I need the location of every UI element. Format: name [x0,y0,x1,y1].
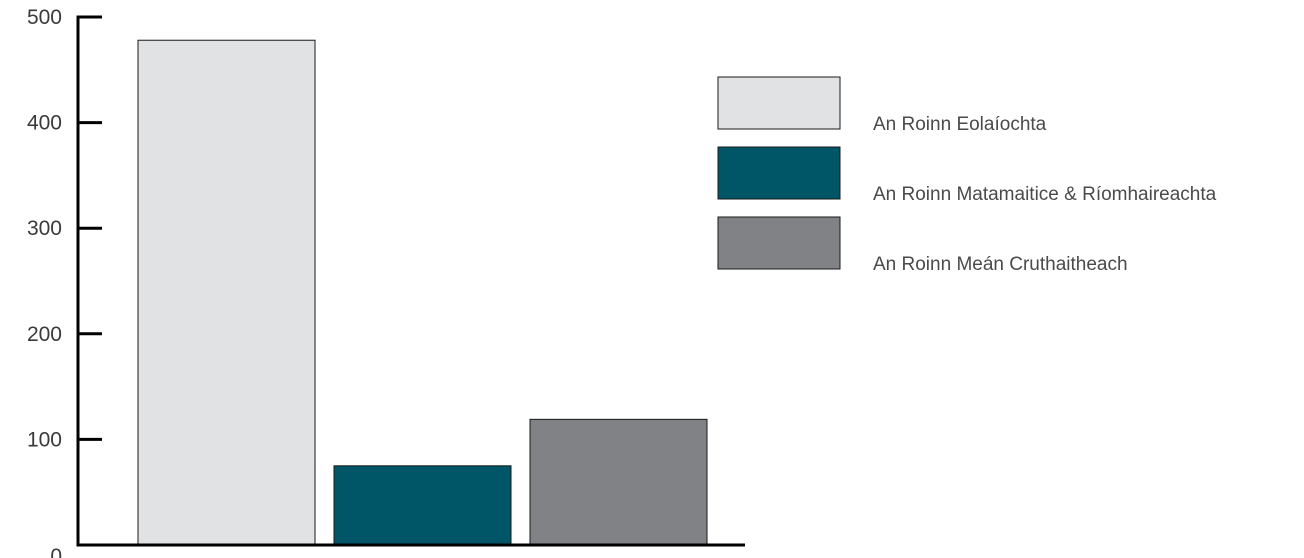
y-ticks: 0 100 200 300 400 500 [27,6,102,558]
legend-label: An Roinn Eolaíochta [873,114,1047,135]
legend-swatch [717,146,841,200]
legend-swatch [717,76,841,130]
y-tick-label: 400 [27,112,62,135]
legend-swatch [717,216,841,270]
y-tick-label: 500 [27,6,62,29]
bar [333,465,512,546]
bar [137,39,316,546]
y-tick-label: 300 [27,217,62,240]
legend-label: An Roinn Meán Cruthaitheach [873,254,1128,275]
bars [137,39,708,546]
y-tick-label: 200 [27,323,62,346]
legend-label: An Roinn Matamaitice & Ríomhaireachta [873,184,1217,205]
legend: An Roinn Eolaíochta An Roinn Matamaitice … [717,76,1217,275]
y-tick-label: 100 [27,428,62,451]
bar [529,418,708,546]
y-tick-label: 0 [50,545,62,558]
